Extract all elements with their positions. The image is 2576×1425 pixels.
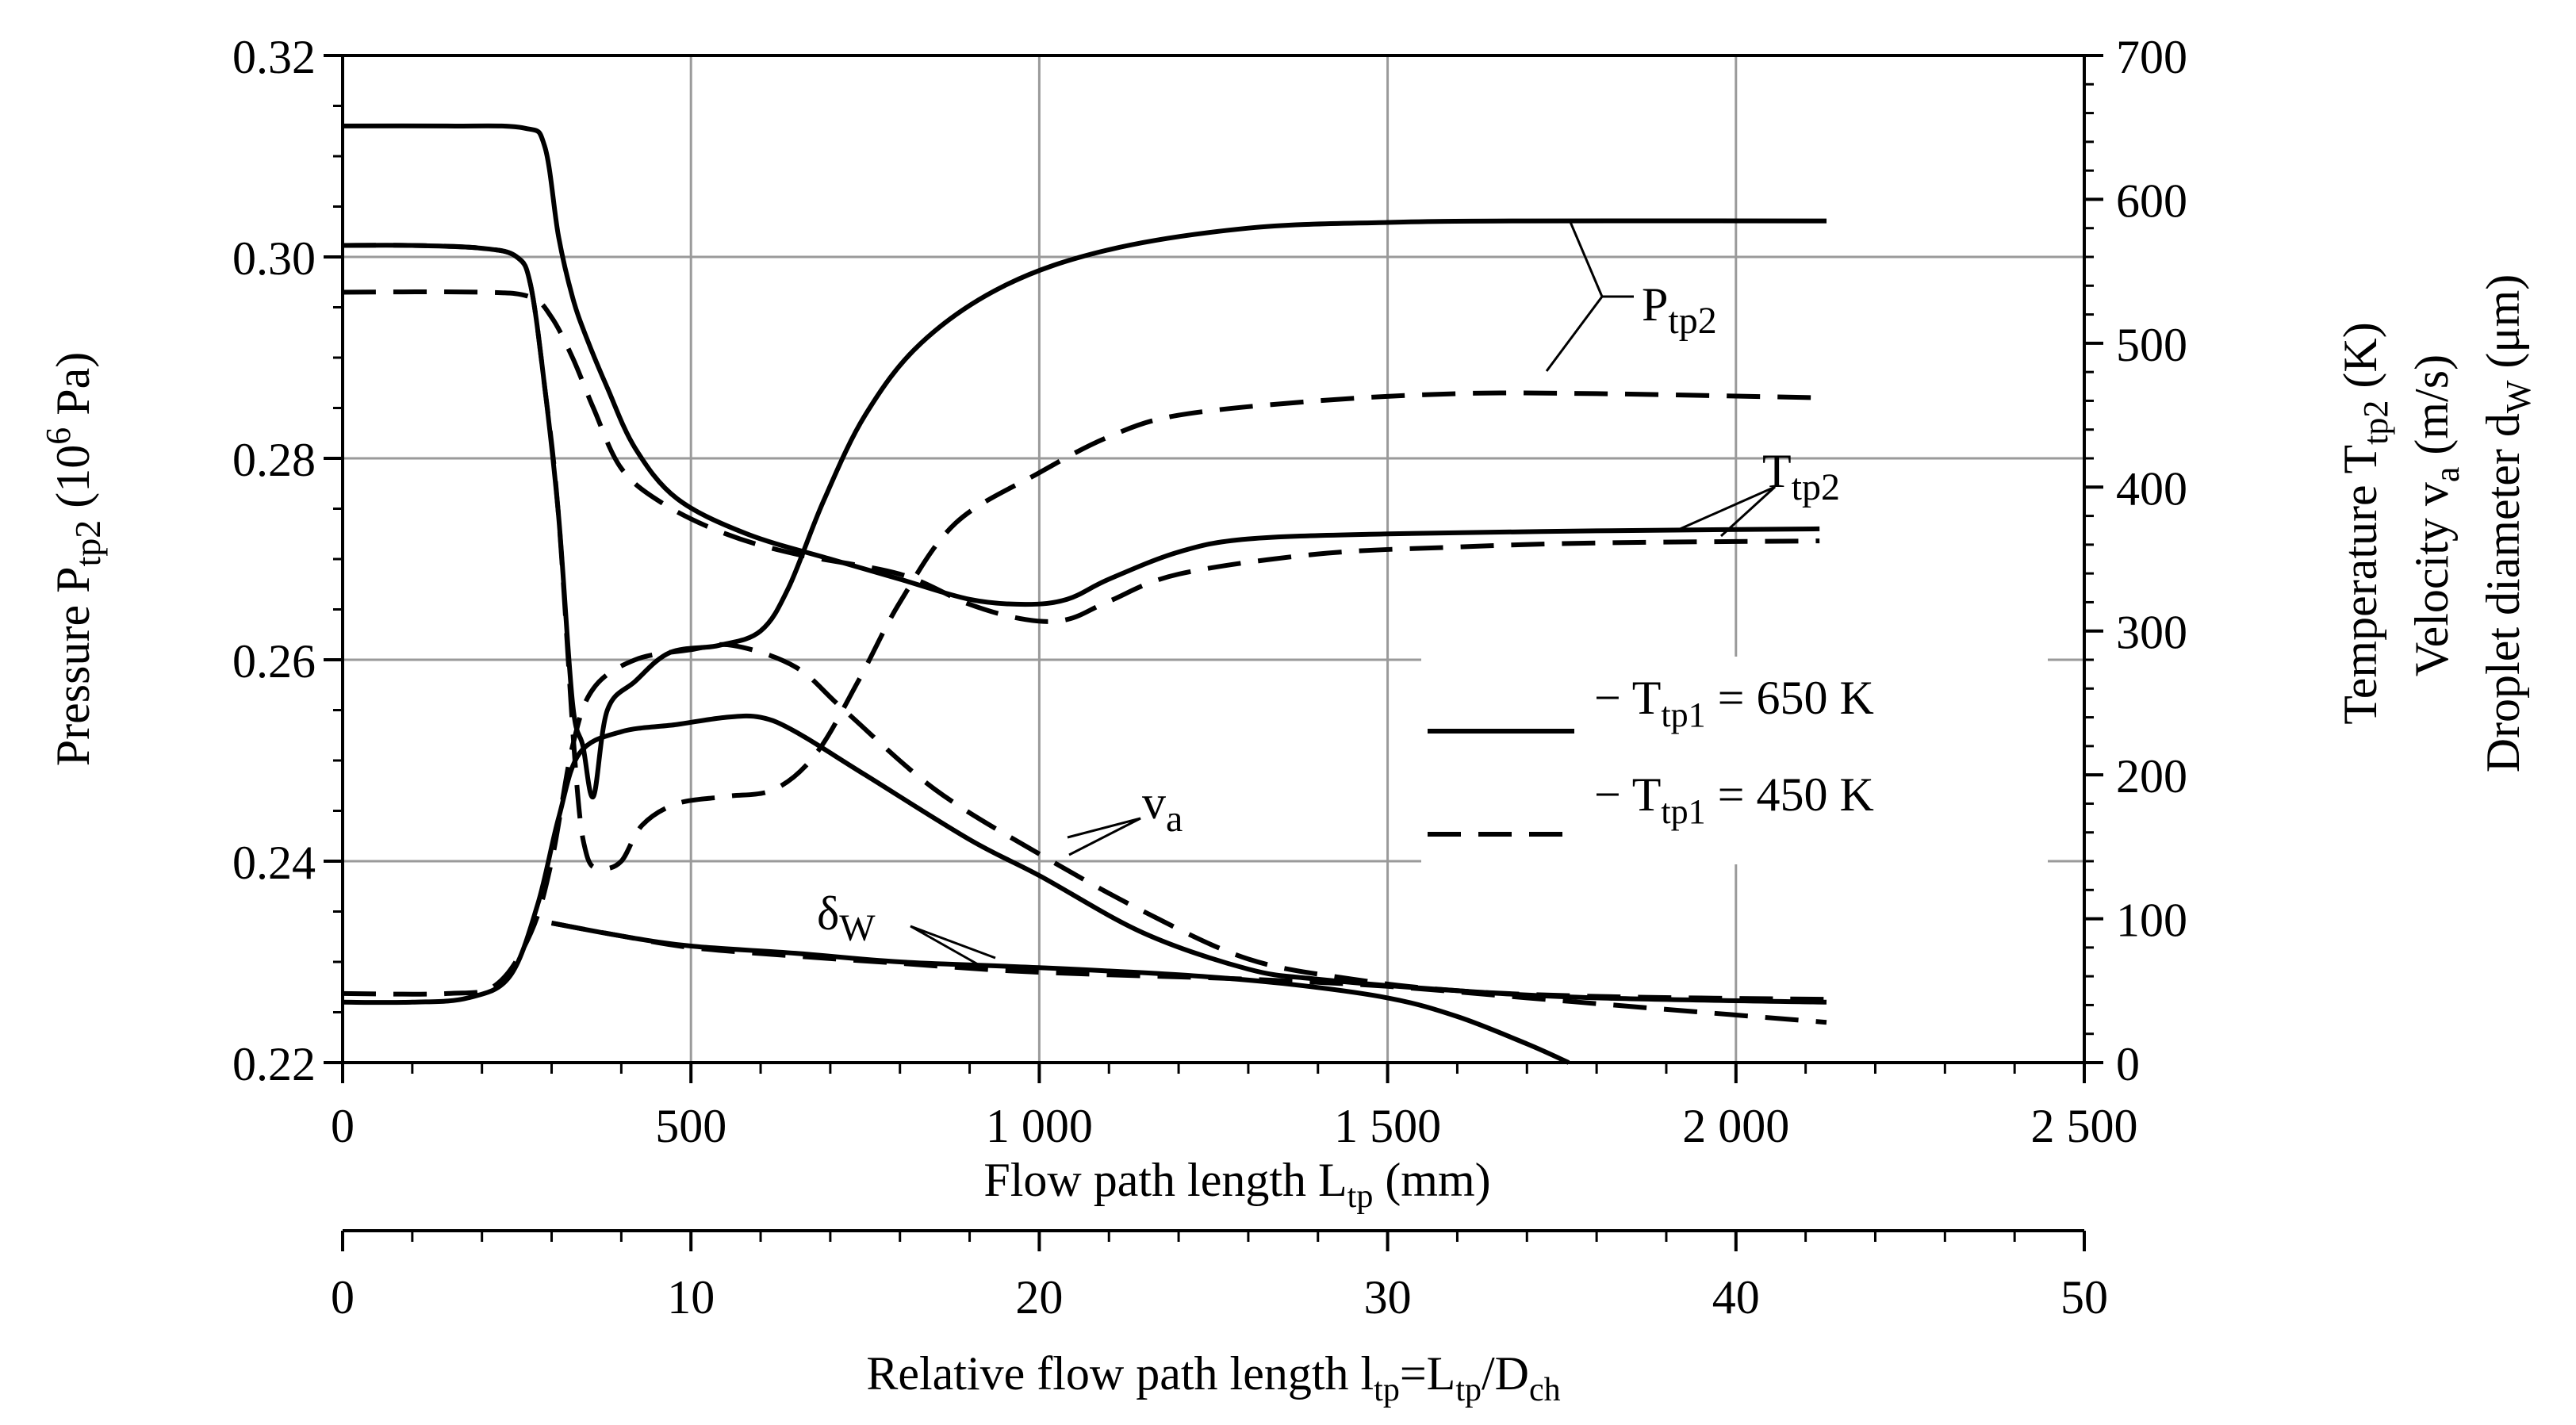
series-group	[342, 123, 1827, 1065]
y-left-tick-label: 0.24	[232, 837, 316, 889]
svg-text:Ttp2: Ttp2	[1762, 445, 1840, 508]
series-line-0	[342, 123, 1820, 607]
legend-650k-label: − Ttp1 = 650 K	[1594, 672, 1874, 734]
y-right-tick-label: 0	[2116, 1038, 2140, 1090]
series-line-1	[342, 289, 1820, 624]
series-line-5	[342, 642, 1827, 1002]
x2-tick-label: 40	[1712, 1271, 1760, 1323]
x2-tick-label: 0	[331, 1271, 355, 1323]
x-tick-label: 1 500	[1334, 1100, 1441, 1152]
plot-area-frame	[341, 54, 2086, 1064]
annotation-delta-w: δW	[817, 887, 996, 969]
y-right-tick-label: 700	[2116, 31, 2187, 83]
y-right-tick-label: 500	[2116, 319, 2187, 371]
annotation-p-tp2: Ptp2	[1545, 221, 1717, 372]
y-right-tick-label: 600	[2116, 174, 2187, 227]
annotation-v-a: va	[1067, 776, 1183, 856]
y-left-tick-label: 0.26	[232, 635, 316, 688]
y-right-tick-label: 300	[2116, 607, 2187, 659]
y-left-tick-label: 0.22	[232, 1038, 316, 1090]
svg-text:va: va	[1142, 776, 1183, 840]
x-tick-label: 2 500	[2031, 1100, 2138, 1152]
y-left-tick-label: 0.32	[232, 31, 316, 83]
x2-axis-ticks: 0 10 20 30 40 50	[331, 1231, 2108, 1323]
x2-tick-label: 50	[2060, 1271, 2108, 1323]
legend-background	[1421, 657, 2048, 864]
x-tick-label: 2 000	[1682, 1100, 1789, 1152]
series-line-6	[550, 921, 1570, 1065]
x2-tick-label: 20	[1015, 1271, 1063, 1323]
x-tick-label: 0	[331, 1100, 355, 1152]
y-left-tick-label: 0.28	[232, 434, 316, 486]
y-right-tick-label: 400	[2116, 462, 2187, 515]
axis-ticks: 0 500 1 000 1 500 2 000 2 500 0.22 0.24 0.26 0.28…	[232, 31, 2187, 1152]
svg-text:Ptp2: Ptp2	[1642, 278, 1717, 342]
series-line-7	[550, 921, 1827, 1025]
annotation-t-tp2: Ttp2	[1677, 445, 1840, 538]
legend-450k-label: − Ttp1 = 450 K	[1594, 768, 1874, 831]
svg-text:δW: δW	[817, 887, 876, 949]
y-right-temperature-label: Temperature Ttp2 (K)	[2334, 322, 2395, 724]
x2-tick-label: 30	[1364, 1271, 1412, 1323]
x-axis-label: Flow path length Ltp (mm)	[983, 1154, 1490, 1215]
y-right-tick-label: 100	[2116, 894, 2187, 947]
y-right-droplet-label: Droplet diameter dW (μm)	[2477, 274, 2538, 773]
y-right-velocity-label: Velocity va (m/s)	[2405, 354, 2467, 676]
x-tick-label: 1 000	[986, 1100, 1093, 1152]
y-right-tick-label: 200	[2116, 750, 2187, 803]
y-left-tick-label: 0.30	[232, 232, 316, 285]
legend: − Ttp1 = 650 K − Ttp1 = 450 K	[1421, 657, 2048, 864]
x-tick-label: 500	[655, 1100, 726, 1152]
x2-axis-label: Relative flow path length ltp=Ltp/Dch	[866, 1347, 1560, 1408]
grid	[343, 56, 2084, 1063]
x2-tick-label: 10	[667, 1271, 715, 1323]
series-line-3	[342, 243, 1827, 871]
y-left-axis-label: Pressure Ptp2 (106 Pa)	[39, 352, 108, 766]
